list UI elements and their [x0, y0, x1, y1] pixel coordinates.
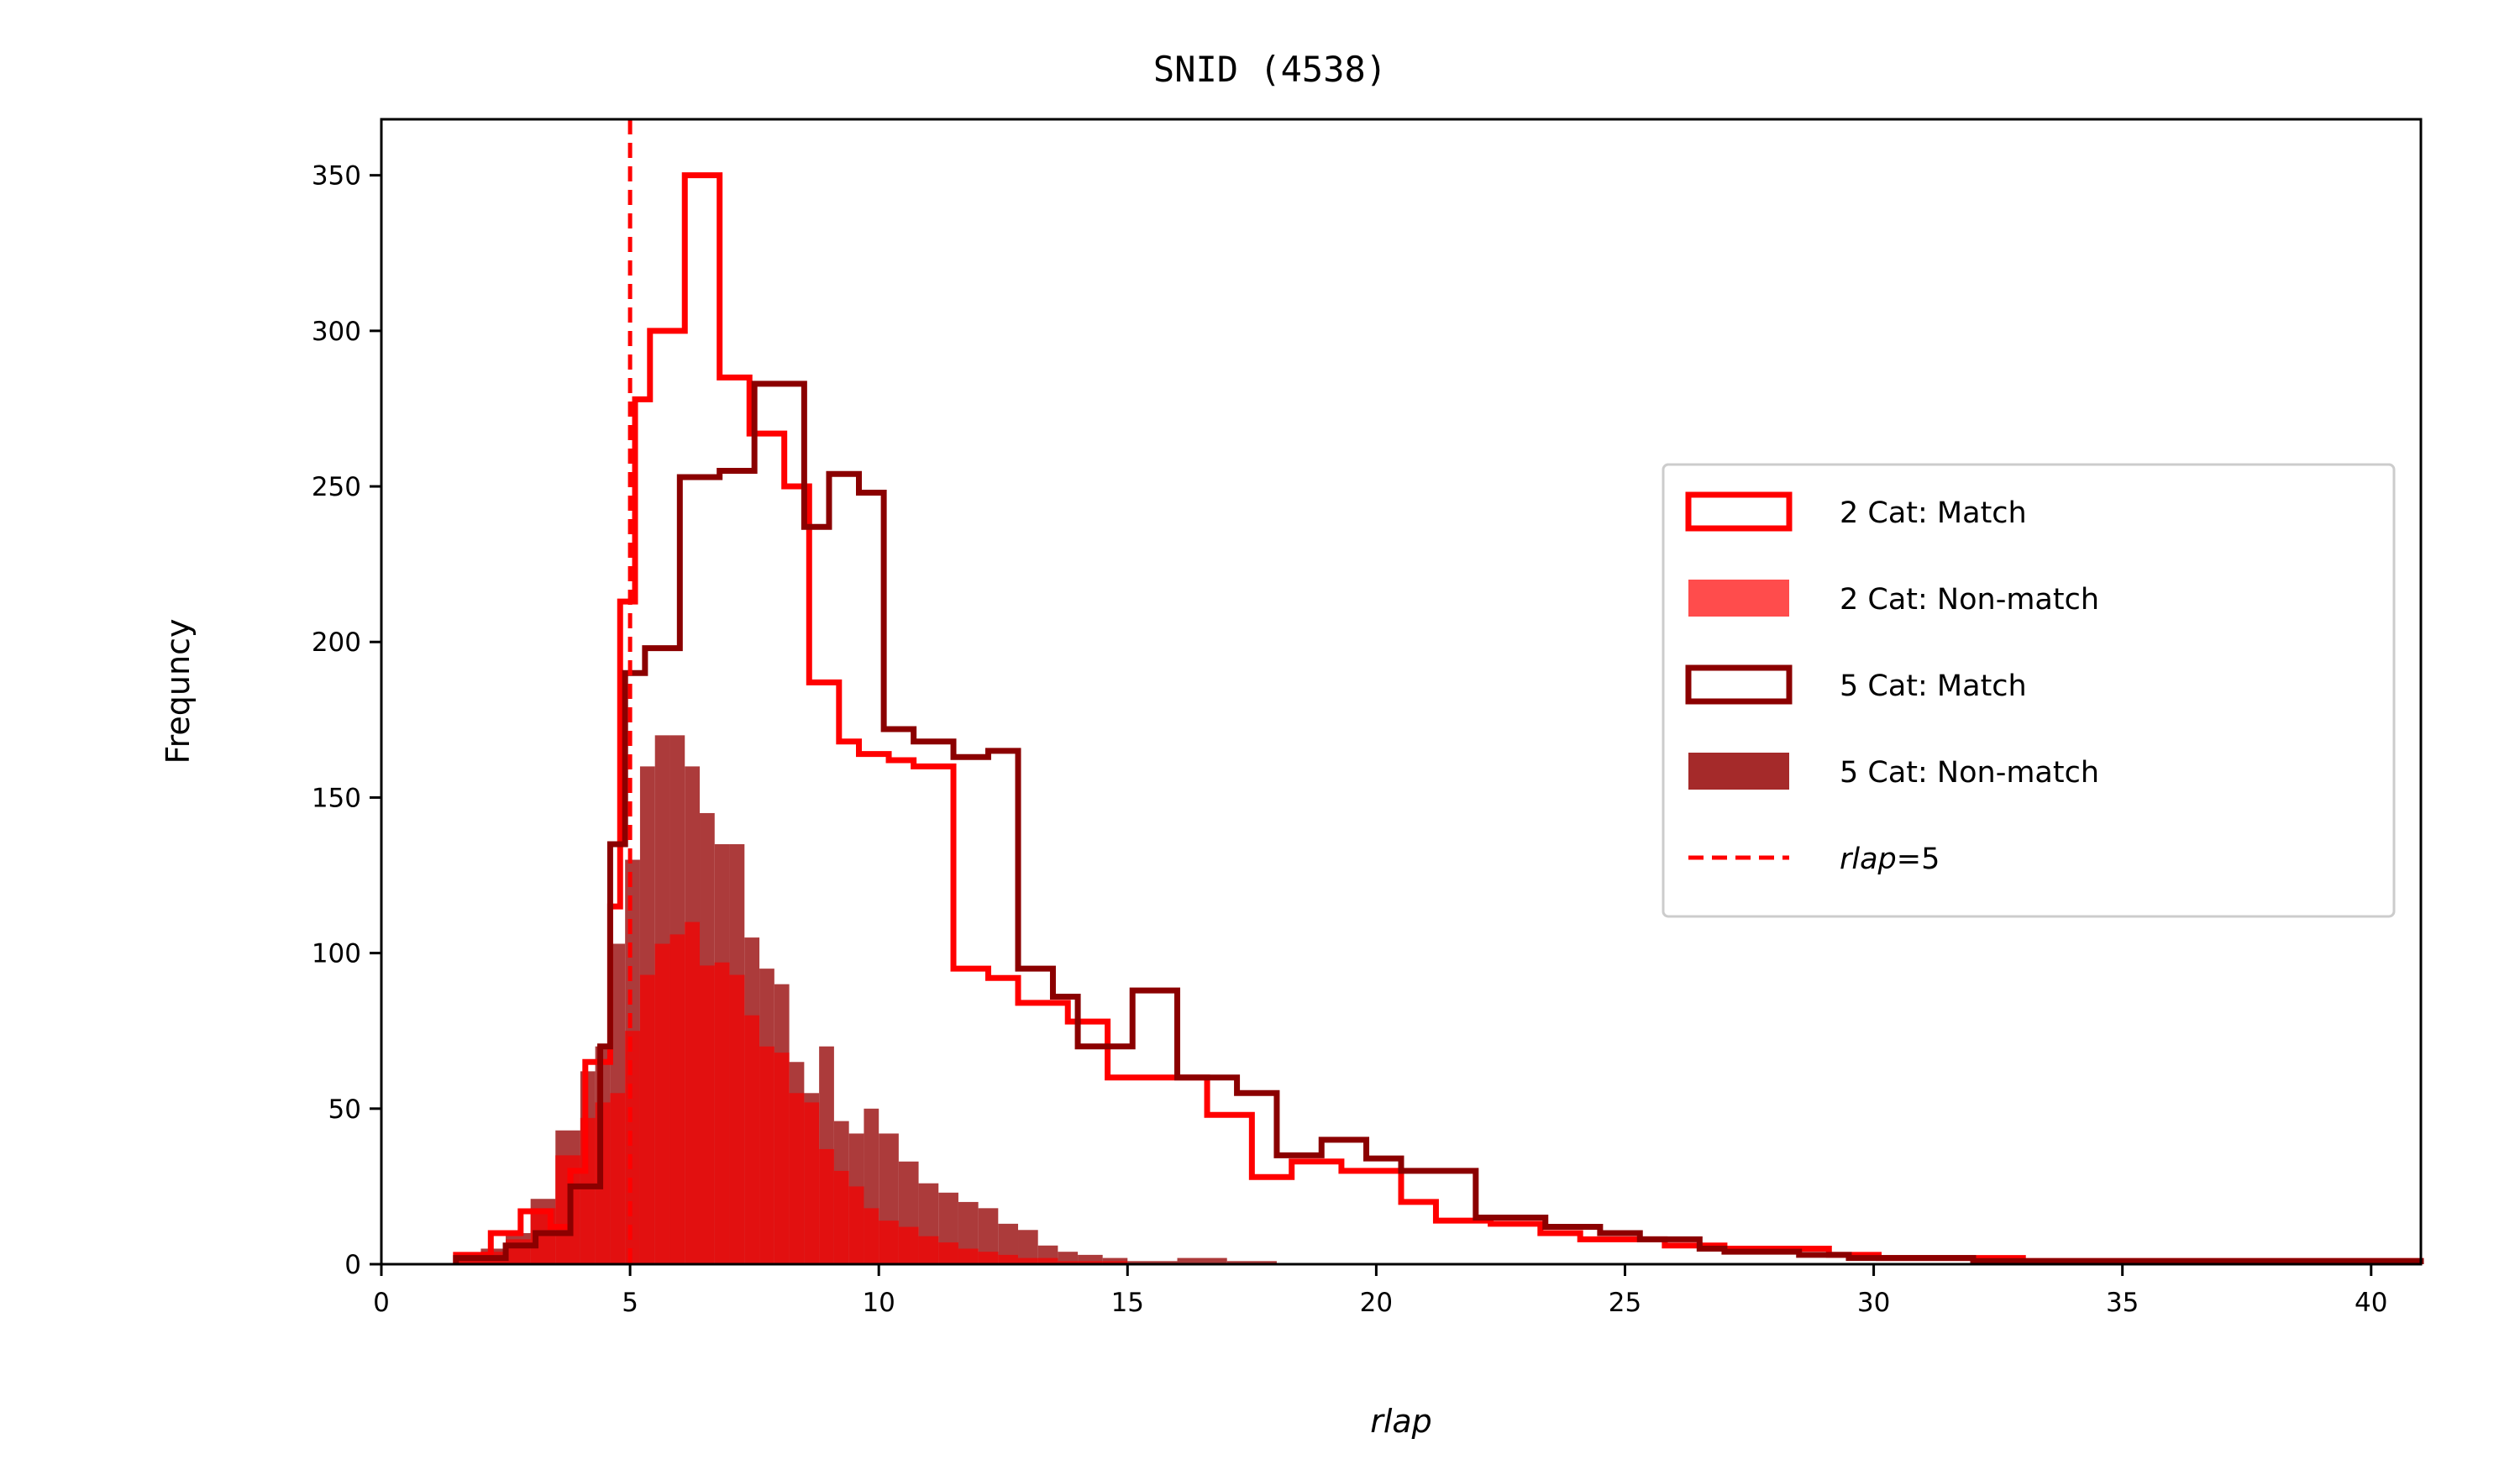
two-cat-nonmatch-bar: [774, 1053, 790, 1264]
legend-swatch-filled: [1688, 753, 1789, 790]
two-cat-nonmatch-bar: [455, 1257, 481, 1264]
legend-label: 2 Cat: Non-match: [1840, 583, 2099, 617]
two-cat-match-step: [453, 172, 2424, 1264]
y-tick-label: 350: [312, 161, 361, 192]
legend-swatch-outline: [1685, 491, 1793, 532]
five-cat-nonmatch-bar: [1078, 1254, 1103, 1264]
two-cat-nonmatch-bar: [1078, 1261, 1103, 1264]
five-cat-nonmatch-bar: [1177, 1257, 1227, 1264]
match-layer: [453, 172, 2424, 1264]
two-cat-nonmatch-bar: [898, 1226, 919, 1264]
legend-entry: 2 Cat: Non-match: [1688, 580, 2099, 617]
two-cat-nonmatch-bar: [744, 1015, 760, 1264]
x-axis-title: rlap: [1370, 1403, 1432, 1440]
legend-label: 5 Cat: Match: [1840, 669, 2027, 703]
two-cat-nonmatch-bar: [864, 1208, 879, 1264]
two-cat-nonmatch-bar: [669, 934, 685, 1264]
two-cat-nonmatch-bar: [610, 1093, 626, 1264]
legend-label: 2 Cat: Match: [1840, 496, 2027, 530]
two-cat-nonmatch-bar: [998, 1254, 1019, 1264]
two-cat-nonmatch-bar: [1058, 1261, 1079, 1264]
legend: 2 Cat: Match 2 Cat: Non-match 5 Cat: Match…: [1662, 463, 2396, 918]
two-cat-nonmatch-bar: [978, 1252, 999, 1264]
two-cat-nonmatch-bar: [938, 1242, 958, 1264]
two-cat-nonmatch-bar: [1018, 1257, 1038, 1264]
two-cat-nonmatch-bars: [455, 921, 1128, 1264]
five-cat-nonmatch-bar: [1127, 1261, 1178, 1264]
y-tick-label: 300: [312, 317, 361, 347]
x-tick-label: 15: [1111, 1288, 1144, 1318]
legend-entry: rlap=5: [1688, 843, 1940, 876]
y-tick-label: 250: [312, 472, 361, 502]
legend-swatch-outline: [1685, 664, 1793, 705]
two-cat-nonmatch-bar: [729, 974, 745, 1264]
legend-items: 2 Cat: Match 2 Cat: Non-match 5 Cat: Match…: [1685, 491, 2099, 876]
y-axis-title: Frequncy: [160, 619, 197, 764]
five-cat-nonmatch-bar: [998, 1223, 1019, 1264]
two-cat-nonmatch-bar: [958, 1248, 979, 1264]
two-cat-nonmatch-bar: [759, 1046, 774, 1264]
x-tick-label: 25: [1609, 1288, 1641, 1318]
y-tick-label: 150: [312, 783, 361, 813]
y-tick-label: 200: [312, 627, 361, 658]
two-cat-nonmatch-bar: [1037, 1257, 1058, 1264]
y-tick-label: 100: [312, 939, 361, 969]
two-cat-nonmatch-bar: [714, 962, 730, 1264]
two-cat-nonmatch-bar: [625, 1031, 640, 1264]
five-cat-match-step: [453, 381, 2424, 1264]
five-cat-nonmatch-bar: [978, 1208, 999, 1264]
two-cat-nonmatch-bar: [879, 1221, 899, 1264]
legend-entry: 5 Cat: Non-match: [1688, 753, 2099, 790]
legend-label: rlap=5: [1840, 843, 1940, 876]
y-tick-label: 0: [344, 1250, 361, 1280]
x-tick-label: 0: [373, 1288, 390, 1318]
two-cat-nonmatch-bar: [848, 1186, 864, 1264]
x-tick-label: 40: [2355, 1288, 2387, 1318]
two-cat-nonmatch-bar: [804, 1102, 820, 1264]
x-tick-label: 20: [1360, 1288, 1393, 1318]
two-cat-nonmatch-bar: [654, 943, 670, 1264]
legend-entry: 2 Cat: Match: [1685, 491, 2027, 532]
x-tick-label: 30: [1857, 1288, 1890, 1318]
x-axis: 0 5 10 15 20 25 30 35 40: [373, 1264, 2388, 1318]
legend-label: 5 Cat: Non-match: [1840, 756, 2099, 790]
five-cat-nonmatch-bar: [1018, 1230, 1038, 1264]
legend-swatch-filled: [1688, 580, 1789, 617]
two-cat-nonmatch-bar: [918, 1236, 939, 1264]
two-cat-nonmatch-bar: [789, 1093, 805, 1264]
two-cat-nonmatch-bar: [700, 965, 715, 1264]
two-cat-nonmatch-bar: [639, 974, 655, 1264]
y-tick-label: 50: [328, 1095, 361, 1125]
axes-frame: [380, 118, 2423, 1266]
five-cat-nonmatch-bar: [1226, 1261, 1277, 1264]
legend-frame: [1662, 463, 2396, 918]
legend-entry: 5 Cat: Match: [1685, 664, 2027, 705]
two-cat-nonmatch-bar: [819, 1148, 834, 1264]
x-tick-label: 35: [2106, 1288, 2139, 1318]
x-tick-label: 10: [862, 1288, 895, 1318]
x-tick-label: 5: [622, 1288, 638, 1318]
chart-title: SNID (4538): [1153, 49, 1387, 90]
y-axis: 0 50 100 150 200 250 300 350: [312, 161, 381, 1280]
two-cat-nonmatch-bar: [685, 921, 701, 1264]
two-cat-nonmatch-bar: [833, 1170, 849, 1264]
two-cat-nonmatch-bar: [1102, 1261, 1128, 1264]
